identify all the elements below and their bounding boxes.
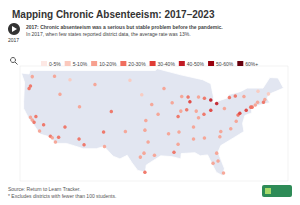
svg-text:In 2017, when few states repor: In 2017, when few states reported distri… <box>26 31 191 37</box>
svg-text:Mapping Chronic Absenteeism: 2: Mapping Chronic Absenteeism: 2017–2023 <box>12 9 215 20</box>
svg-text:10-20%: 10-20% <box>99 61 117 67</box>
svg-text:30-40%: 30-40% <box>158 61 176 67</box>
svg-text:2017: 2017 <box>8 37 19 43</box>
svg-text:* Excludes districts with fewe: * Excludes districts with fewer than 100… <box>8 193 116 199</box>
svg-text:40-50%: 40-50% <box>187 61 205 67</box>
svg-text:2017: Chronic absenteeism was: 2017: Chronic absenteeism was a serious … <box>26 24 223 30</box>
svg-text:20-30%: 20-30% <box>128 61 146 67</box>
svg-text:50-60%: 50-60% <box>216 61 234 67</box>
svg-text:60%+: 60%+ <box>245 61 258 67</box>
svg-text:0-5%: 0-5% <box>49 61 61 67</box>
svg-text:5-10%: 5-10% <box>73 61 88 67</box>
svg-text:Source: Return to Learn Tracke: Source: Return to Learn Tracker. <box>8 186 81 192</box>
